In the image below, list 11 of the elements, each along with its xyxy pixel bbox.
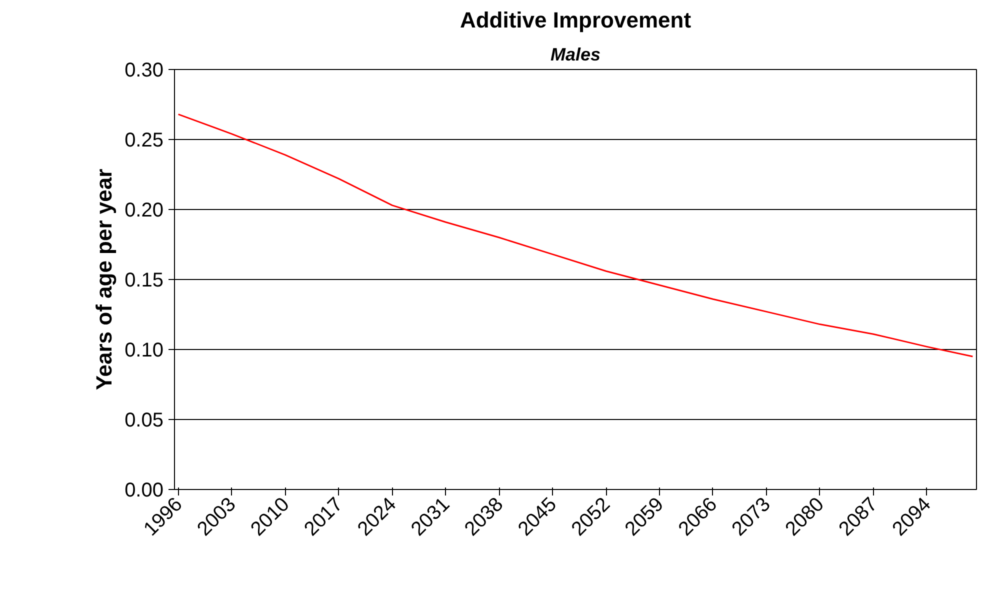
chart-subtitle: Males — [550, 44, 601, 64]
y-tick-label: 0.05 — [124, 410, 164, 432]
y-tick-label: 0.15 — [124, 270, 164, 292]
chart-title: Additive Improvement — [460, 8, 692, 32]
y-tick-label: 0.00 — [124, 480, 164, 502]
y-axis-title: Years of age per year — [92, 168, 117, 390]
line-series — [178, 114, 974, 358]
y-tick-label: 0.30 — [124, 60, 164, 82]
y-tick-label: 0.20 — [124, 200, 164, 222]
y-tick-label: 0.10 — [124, 340, 164, 362]
y-tick-label: 0.25 — [124, 130, 164, 152]
